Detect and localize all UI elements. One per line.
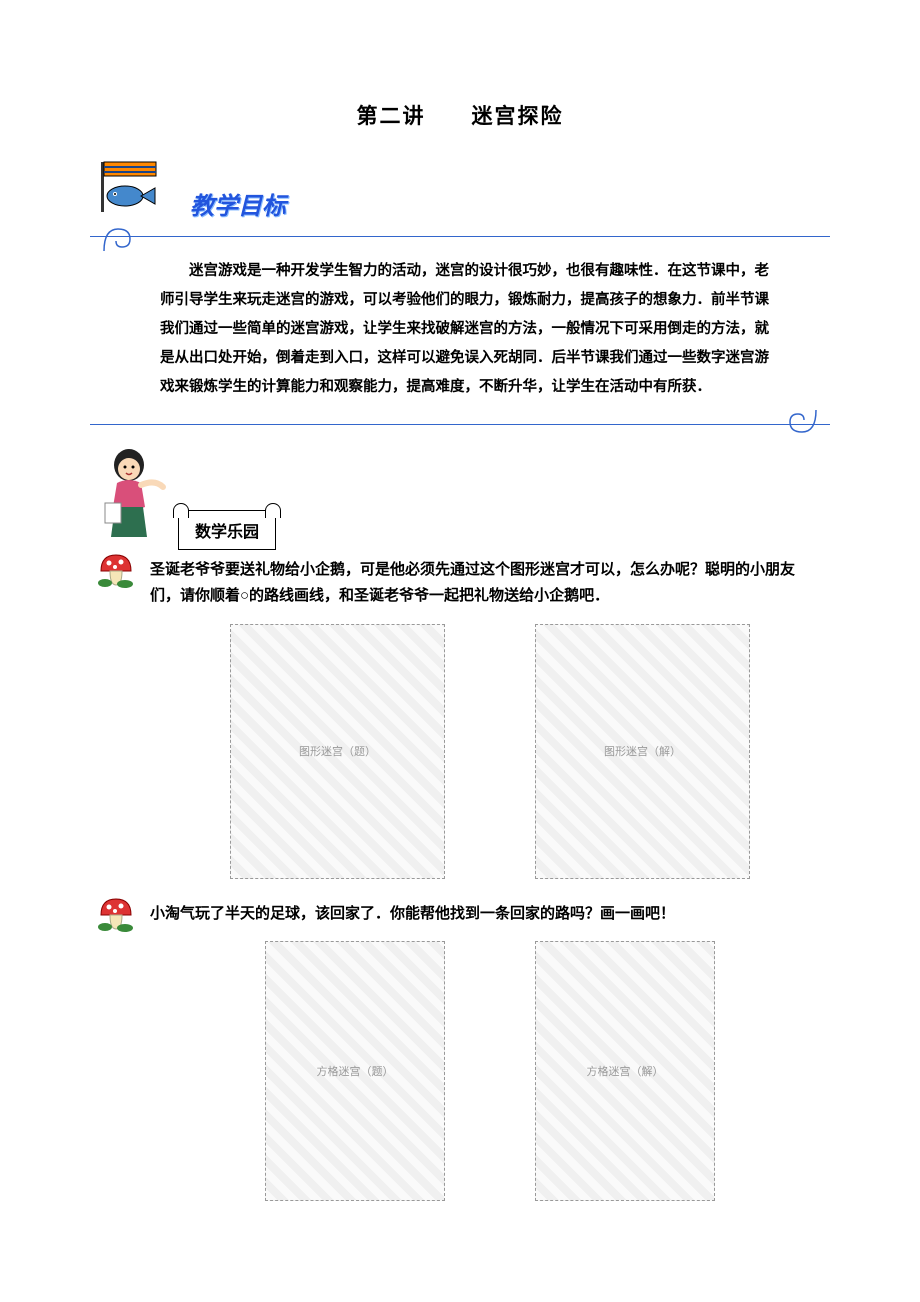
problem-2-figures: 方格迷宫（题） 方格迷宫（解） bbox=[150, 941, 830, 1201]
sub-label-box: 数学乐园 bbox=[178, 510, 276, 550]
problem-2: 小淘气玩了半天的足球，该回家了．你能帮他找到一条回家的路吗？画一画吧！ 方格迷宫… bbox=[90, 901, 830, 1201]
teaching-goal-body: 迷宫游戏是一种开发学生智力的活动，迷宫的设计很巧妙，也很有趣味性．在这节课中，老… bbox=[160, 263, 769, 395]
problem-1-text: 圣诞老爷爷要送礼物给小企鹅，可是他必须先通过这个图形迷宫才可以，怎么办呢？聪明的… bbox=[150, 557, 830, 610]
section-label-teaching-goal: 教学目标 bbox=[190, 186, 286, 221]
page-title: 第二讲 迷宫探险 bbox=[90, 100, 830, 130]
fish-flag-icon bbox=[95, 158, 175, 218]
teacher-icon bbox=[95, 445, 175, 545]
teaching-goal-scroll: 迷宫游戏是一种开发学生智力的活动，迷宫的设计很巧妙，也很有趣味性．在这节课中，老… bbox=[90, 236, 830, 425]
scroll-curl-icon bbox=[786, 406, 820, 438]
section-math-park-header: 数学乐园 bbox=[90, 445, 830, 555]
section-label-math-park: 数学乐园 bbox=[195, 524, 259, 541]
maze-figure-2-question: 方格迷宫（题） bbox=[265, 941, 445, 1201]
maze-figure-1-question: 图形迷宫（题） bbox=[230, 624, 445, 879]
mushroom-icon bbox=[95, 549, 137, 591]
maze-figure-1-answer: 图形迷宫（解） bbox=[535, 624, 750, 879]
maze-figure-2-answer: 方格迷宫（解） bbox=[535, 941, 715, 1201]
scroll-curl-icon bbox=[100, 223, 134, 255]
mushroom-icon bbox=[95, 893, 137, 935]
section-teaching-goal-header: 教学目标 bbox=[90, 158, 830, 228]
problem-1: 圣诞老爷爷要送礼物给小企鹅，可是他必须先通过这个图形迷宫才可以，怎么办呢？聪明的… bbox=[90, 557, 830, 879]
problem-1-figures: 图形迷宫（题） 图形迷宫（解） bbox=[150, 624, 830, 879]
problem-2-text: 小淘气玩了半天的足球，该回家了．你能帮他找到一条回家的路吗？画一画吧！ bbox=[150, 901, 830, 927]
